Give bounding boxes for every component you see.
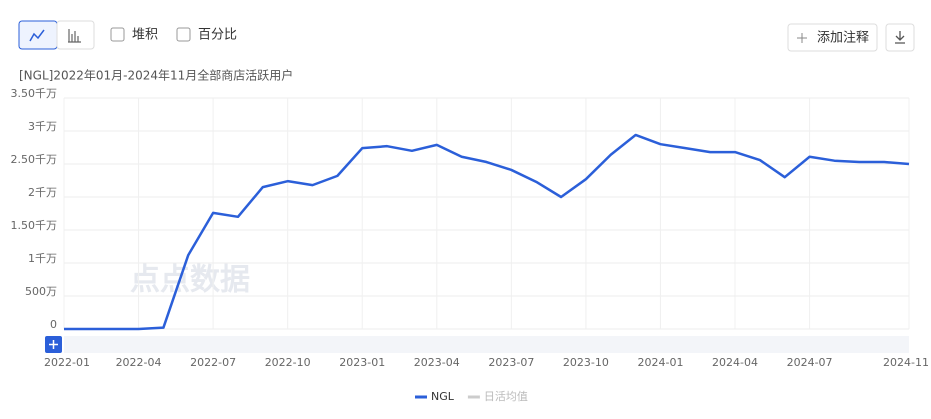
x-tick-label: 2022-07 bbox=[190, 356, 236, 369]
legend-label: NGL bbox=[431, 390, 455, 403]
y-tick-label: 1千万 bbox=[28, 252, 57, 265]
x-tick-label: 2022-01 bbox=[44, 356, 90, 369]
y-tick-label: 0 bbox=[50, 318, 57, 331]
y-tick-label: 2千万 bbox=[28, 186, 57, 199]
percent-label: 百分比 bbox=[198, 28, 237, 43]
x-tick-label: 2023-04 bbox=[414, 356, 460, 369]
checkbox[interactable] bbox=[110, 27, 125, 42]
download-icon bbox=[895, 31, 905, 44]
expand-icon bbox=[49, 340, 58, 349]
x-tick-label: 2022-10 bbox=[265, 356, 311, 369]
y-tick-label: 3.50千万 bbox=[11, 87, 58, 100]
line-chart-button[interactable] bbox=[18, 20, 58, 50]
x-tick-label: 2023-10 bbox=[563, 356, 609, 369]
line-icon bbox=[29, 29, 45, 42]
y-tick-label: 3千万 bbox=[28, 120, 57, 133]
watermark: 点点数据 bbox=[130, 263, 250, 298]
x-tick-label: 2022-04 bbox=[116, 356, 162, 369]
x-tick-label: 2024-07 bbox=[787, 356, 833, 369]
x-tick-label: 2024-04 bbox=[712, 356, 758, 369]
y-tick-label: 1.50千万 bbox=[11, 219, 58, 232]
annotate-label: 添加注释 bbox=[817, 31, 869, 46]
range-slider[interactable] bbox=[64, 336, 909, 353]
chart-title: [NGL]2022年01月-2024年11月全部商店活跃用户 bbox=[19, 68, 293, 83]
checkbox[interactable] bbox=[176, 27, 191, 42]
x-tick-label: 2024-11 bbox=[883, 356, 929, 369]
x-tick-label: 2023-01 bbox=[339, 356, 385, 369]
x-tick-label: 2024-01 bbox=[637, 356, 683, 369]
legend-label: 日活均值 bbox=[484, 390, 528, 403]
x-tick-label: 2023-07 bbox=[488, 356, 534, 369]
y-tick-label: 2.50千万 bbox=[11, 153, 58, 166]
annotate-button[interactable] bbox=[787, 23, 878, 52]
y-tick-label: 500万 bbox=[25, 285, 57, 298]
plus-icon bbox=[797, 33, 807, 43]
stack-label: 堆积 bbox=[132, 28, 158, 43]
bar-icon bbox=[68, 29, 81, 43]
line bbox=[64, 133, 910, 331]
